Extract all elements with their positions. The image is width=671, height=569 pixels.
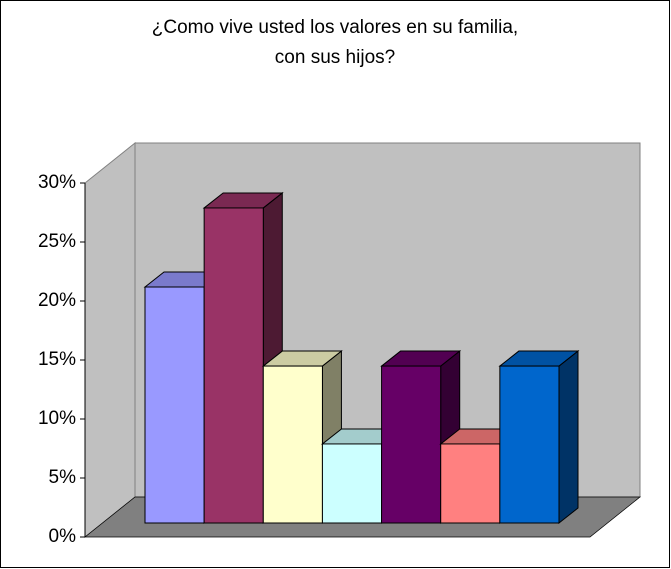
y-tick-label: 15% bbox=[38, 349, 76, 370]
bar bbox=[321, 443, 383, 524]
chart-title: con sus hijos? bbox=[275, 47, 395, 68]
bar bbox=[499, 365, 560, 524]
chart-title: ¿Como vive usted los valores en su famil… bbox=[152, 17, 518, 38]
bar bbox=[262, 365, 323, 524]
side-wall bbox=[84, 141, 136, 539]
y-tick-label: 25% bbox=[38, 231, 76, 252]
y-tick-label: 30% bbox=[38, 172, 76, 193]
y-tick-label: 5% bbox=[49, 467, 77, 488]
y-tick-label: 0% bbox=[49, 526, 77, 547]
bar bbox=[381, 365, 442, 524]
y-tick-label: 10% bbox=[38, 408, 76, 429]
bar bbox=[144, 286, 205, 524]
y-tick-label: 20% bbox=[38, 290, 76, 311]
bar bbox=[203, 207, 264, 524]
bar-side bbox=[558, 350, 579, 525]
bar bbox=[440, 443, 501, 524]
